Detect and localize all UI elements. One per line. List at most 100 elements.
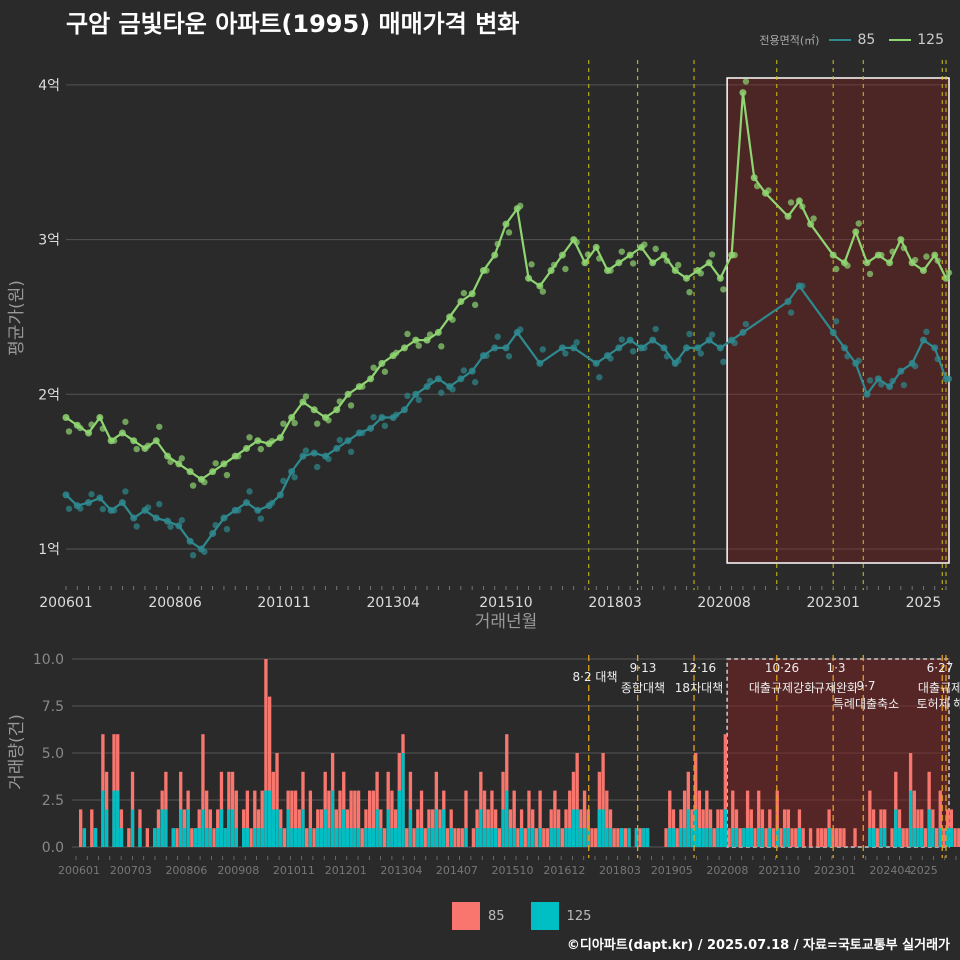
data-point-85: [110, 507, 118, 514]
bar-125: [619, 828, 624, 847]
data-point-85: [517, 326, 524, 333]
data-point-125: [426, 331, 434, 338]
bar-125: [449, 828, 453, 847]
data-point-125: [573, 239, 580, 246]
data-point-125: [705, 259, 713, 267]
bar-85: [371, 790, 376, 847]
bar-125: [879, 828, 883, 847]
bar-125: [375, 809, 379, 847]
bar-125: [571, 809, 576, 847]
bar-85: [390, 790, 394, 847]
bottom-y-tick-label: 2.5: [42, 793, 64, 809]
data-point-125: [415, 342, 422, 349]
bar-85: [723, 734, 728, 847]
bar-125: [894, 809, 898, 847]
bar-85: [731, 790, 735, 847]
data-point-85: [223, 525, 231, 533]
data-point-125: [460, 289, 468, 297]
bar-125: [223, 828, 227, 847]
data-point-85: [457, 375, 465, 383]
data-point-85: [502, 344, 510, 352]
data-point-85: [167, 523, 174, 530]
bar-85: [423, 828, 427, 847]
bar-125: [323, 809, 327, 847]
data-point-125: [381, 368, 389, 375]
data-point-125: [491, 251, 499, 259]
top-y-tick-label: 3억: [38, 233, 60, 249]
data-point-125: [333, 406, 341, 414]
bottom-x-tick-label: 201905: [651, 864, 693, 877]
bar-85: [464, 790, 468, 847]
data-point-85: [708, 331, 716, 338]
data-point-85: [683, 344, 691, 352]
chart-title: 구암 금빛타운 아파트(1995) 매매가격 변화: [66, 10, 520, 38]
bar-125: [749, 828, 753, 847]
data-point-85: [855, 357, 862, 364]
bar-125: [682, 828, 687, 847]
bar-125: [634, 828, 639, 847]
bar-85: [349, 790, 353, 847]
data-point-125: [209, 468, 217, 476]
bar-125: [927, 809, 931, 847]
bar-85: [175, 828, 179, 847]
bar-125: [349, 828, 353, 847]
bottom-x-tick-label: 200703: [110, 864, 152, 877]
bar-85: [745, 790, 750, 847]
bar-125: [242, 828, 246, 847]
bottom-x-tick-label: 201304: [380, 864, 422, 877]
data-point-85: [268, 499, 276, 507]
bar-125: [419, 828, 424, 847]
bar-125: [601, 809, 605, 847]
bar-125: [908, 790, 913, 847]
data-point-85: [400, 406, 408, 414]
bar-85: [712, 828, 716, 847]
data-point-125: [671, 267, 679, 275]
data-point-125: [863, 259, 871, 267]
bar-125: [931, 828, 935, 847]
bar-85: [290, 790, 294, 847]
bar-125: [156, 828, 161, 847]
data-point-125: [457, 297, 465, 305]
data-point-125: [88, 421, 95, 428]
data-point-85: [209, 530, 217, 538]
bar-85: [405, 828, 409, 847]
data-point-85: [88, 491, 95, 498]
data-point-85: [186, 537, 194, 545]
data-point-85: [415, 396, 422, 404]
data-point-125: [663, 257, 671, 264]
data-point-125: [400, 344, 408, 352]
bar-legend-swatch-125: [530, 902, 559, 930]
data-point-125: [65, 428, 73, 435]
bar-125: [745, 828, 750, 847]
bar-125: [364, 828, 368, 847]
data-point-125: [878, 251, 885, 259]
data-point-85: [897, 367, 905, 375]
data-point-85: [280, 477, 287, 485]
data-point-85: [201, 548, 208, 555]
data-point-85: [558, 344, 566, 352]
bar-85: [942, 828, 946, 847]
bottom-x-tick-label: 201407: [436, 864, 478, 877]
bar-85: [201, 734, 205, 847]
data-point-85: [77, 505, 84, 512]
data-point-125: [243, 444, 251, 452]
data-point-125: [886, 259, 894, 267]
data-point-85: [878, 381, 885, 388]
data-point-125: [359, 383, 366, 390]
data-point-125: [449, 316, 456, 323]
data-point-85: [96, 494, 104, 502]
data-point-85: [829, 328, 837, 336]
bar-125: [479, 809, 483, 847]
bar-125: [734, 828, 739, 847]
data-point-85: [423, 383, 431, 391]
bar-125: [716, 828, 720, 847]
data-point-85: [716, 344, 724, 352]
data-point-125: [596, 255, 603, 262]
bar-125: [356, 828, 361, 847]
bottom-y-tick-label: 0.0: [42, 840, 64, 856]
bar-125: [271, 809, 275, 847]
data-point-125: [742, 78, 750, 85]
policy-label: 9·13: [630, 661, 657, 675]
data-point-125: [765, 187, 772, 194]
bar-85: [953, 828, 957, 847]
